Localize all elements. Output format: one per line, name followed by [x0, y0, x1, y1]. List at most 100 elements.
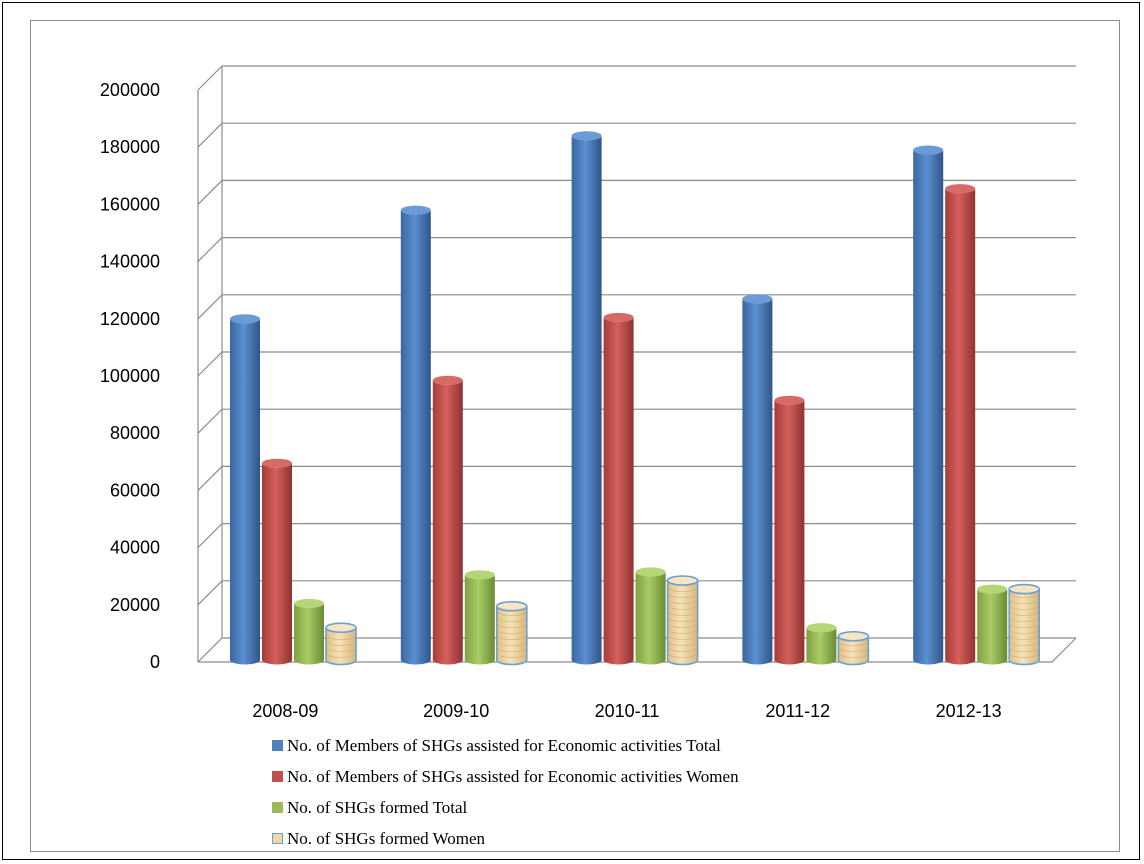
bar — [913, 145, 944, 665]
legend-item: No. of Members of SHGs assisted for Econ… — [272, 761, 739, 792]
bar-texture — [497, 623, 527, 628]
bar-texture — [497, 611, 527, 616]
bar-body — [571, 135, 602, 665]
bar-texture — [1009, 635, 1039, 640]
gridline — [197, 523, 1076, 549]
bar-body — [230, 318, 260, 665]
bar-texture — [1009, 605, 1039, 610]
legend-swatch — [272, 833, 283, 844]
gridline — [197, 408, 1076, 434]
bar-texture — [839, 641, 868, 646]
bar-body — [464, 574, 495, 665]
bar-texture — [497, 629, 527, 634]
bar-cap — [837, 630, 870, 642]
bar-cap — [774, 395, 805, 405]
bar-body — [400, 210, 431, 665]
bar-body — [603, 317, 634, 665]
gridline — [197, 122, 1076, 148]
bar-body — [635, 571, 666, 665]
bar — [230, 314, 260, 665]
bar-cap — [464, 570, 495, 580]
bar-texture — [668, 611, 697, 616]
bar-body — [666, 580, 699, 666]
bar-texture — [668, 629, 697, 634]
bar-cap — [495, 600, 528, 612]
bar — [571, 131, 602, 665]
legend-swatch — [272, 740, 283, 751]
bar — [666, 575, 699, 666]
y-axis: 0 20000 40000 60000 80000 100000 120000 140000 1… — [100, 80, 160, 672]
bar-texture — [1009, 629, 1039, 634]
bar — [325, 622, 357, 666]
legend-item: No. of SHGs formed Women — [272, 823, 739, 854]
bar — [977, 584, 1008, 665]
legend-swatch — [272, 802, 283, 813]
bar-cap — [913, 145, 944, 155]
y-tick-label: 60000 — [110, 480, 160, 500]
bars — [230, 131, 1040, 666]
y-tick-label: 180000 — [100, 137, 160, 157]
y-tick-label: 160000 — [100, 194, 160, 214]
bar-cap — [230, 314, 260, 324]
bar-texture — [668, 653, 697, 658]
bar-cap — [806, 623, 837, 633]
y-tick-label: 80000 — [110, 423, 160, 443]
bar — [464, 570, 495, 665]
bar — [432, 375, 463, 665]
bar-cap — [945, 184, 976, 194]
bar-texture — [839, 647, 868, 652]
bar-cap — [742, 294, 773, 304]
gridline — [197, 237, 1076, 263]
legend: No. of Members of SHGs assisted for Econ… — [272, 730, 739, 854]
bar — [495, 600, 528, 666]
legend-item: No. of Members of SHGs assisted for Econ… — [272, 730, 739, 761]
bar-texture — [497, 653, 527, 658]
bar-body — [806, 627, 837, 665]
bar-texture — [1009, 617, 1039, 622]
gridline — [197, 351, 1076, 377]
bar-body — [496, 605, 528, 666]
bar-body — [262, 463, 292, 665]
bar-cap — [571, 131, 602, 141]
bar-texture — [497, 617, 527, 622]
bar-cap — [325, 622, 357, 633]
bar-body — [774, 400, 805, 665]
x-tick-label: 2008-09 — [252, 701, 318, 721]
bar — [603, 312, 634, 665]
bar — [774, 395, 805, 665]
bar-texture — [1009, 641, 1039, 646]
bar-texture — [1009, 623, 1039, 628]
legend-label: No. of Members of SHGs assisted for Econ… — [287, 767, 739, 786]
bar — [945, 184, 976, 665]
bar-texture — [497, 647, 527, 652]
bar-body — [294, 603, 324, 665]
y-tick-label: 100000 — [100, 366, 160, 386]
bar-body — [913, 150, 944, 665]
bar — [1008, 583, 1040, 666]
bar — [262, 458, 292, 665]
bar-cap — [294, 598, 324, 608]
bar-cap — [603, 312, 634, 322]
y-tick-label: 200000 — [100, 80, 160, 100]
bar-texture — [1009, 611, 1039, 616]
x-tick-label: 2011-12 — [765, 701, 830, 721]
bar-texture — [1009, 599, 1039, 604]
x-axis: 2008-09 2009-10 2010-11 2011-12 2012-13 — [252, 701, 1001, 721]
bar-texture — [668, 623, 697, 628]
x-tick-label: 2010-11 — [595, 701, 660, 721]
bar-texture — [668, 635, 697, 640]
y-tick-label: 40000 — [110, 538, 160, 558]
bar-body — [742, 298, 773, 665]
bar-texture — [1009, 593, 1039, 598]
legend-label: No. of Members of SHGs assisted for Econ… — [287, 736, 721, 755]
bar-cap — [400, 205, 431, 215]
bar-body — [432, 380, 463, 665]
bar-texture — [668, 617, 697, 622]
legend-swatch — [272, 771, 283, 782]
bar-body — [1008, 588, 1040, 666]
bar — [806, 623, 837, 665]
legend-label: No. of SHGs formed Total — [287, 798, 468, 817]
bar-texture — [839, 653, 868, 658]
